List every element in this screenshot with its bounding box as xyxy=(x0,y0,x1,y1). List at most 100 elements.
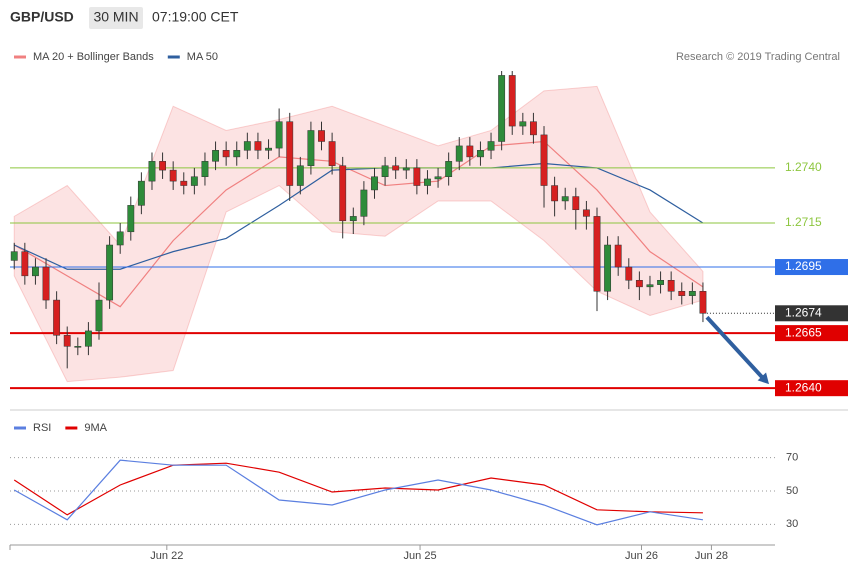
candle-body xyxy=(572,196,580,211)
candle-body xyxy=(635,280,643,288)
y-tick-label: 50 xyxy=(786,485,798,497)
candle-body xyxy=(32,266,39,277)
candle-body xyxy=(148,161,156,182)
x-tick-label: Jun 25 xyxy=(404,550,437,562)
price-label: 1.2695 xyxy=(785,259,822,273)
candle-body xyxy=(582,209,590,217)
candle-body xyxy=(169,169,177,182)
candle-body xyxy=(286,121,294,186)
candle-body xyxy=(455,145,463,162)
indicator-line xyxy=(13,462,703,516)
price-label: 1.2674 xyxy=(785,305,822,319)
candle-body xyxy=(360,189,368,217)
price-label: 1.2640 xyxy=(785,380,822,394)
candle-body xyxy=(212,150,219,162)
candle-body xyxy=(63,335,71,347)
candle-body xyxy=(21,251,29,277)
time: 07:19:00 CET xyxy=(152,9,239,25)
candle-body xyxy=(74,346,82,348)
price-label: 1.2740 xyxy=(785,160,822,174)
candle-body xyxy=(159,161,167,171)
candle-body xyxy=(190,176,198,186)
candle-body xyxy=(466,145,474,158)
candle-body xyxy=(222,150,230,158)
legend-label: 9MA xyxy=(84,422,107,434)
candle-body xyxy=(243,141,251,151)
symbol: GBP/USD xyxy=(10,9,74,25)
candle-body xyxy=(307,130,315,166)
price-label-box xyxy=(775,305,848,322)
candle-body xyxy=(529,121,537,136)
price-label-box xyxy=(775,380,848,397)
y-tick-label: 70 xyxy=(786,452,798,464)
candle-body xyxy=(699,291,707,314)
legend-label: RSI xyxy=(33,422,51,434)
forecast-arrow-head xyxy=(757,372,769,385)
candle-body xyxy=(678,291,686,296)
candle-body xyxy=(381,165,389,177)
price-label-box xyxy=(775,325,848,342)
y-tick-label: 30 xyxy=(786,518,798,530)
legend-label: MA 50 xyxy=(187,51,218,63)
candle-body xyxy=(254,141,262,151)
source: Research © 2019 Trading Central xyxy=(676,51,840,63)
candle-body xyxy=(10,251,18,261)
indicator-line xyxy=(13,459,704,526)
candle-body xyxy=(614,244,622,268)
candle-body xyxy=(392,165,400,171)
candle-body xyxy=(137,180,145,206)
candle-body xyxy=(540,134,548,186)
candle-body xyxy=(498,75,506,142)
candle-body xyxy=(127,205,135,233)
candle-body xyxy=(593,216,601,292)
forecast-arrow xyxy=(705,315,765,380)
candle-body xyxy=(296,165,304,186)
price-label: 1.2715 xyxy=(785,215,822,229)
candle-body xyxy=(551,185,559,202)
candle-body xyxy=(646,284,654,288)
candle-body xyxy=(445,161,453,177)
candle-body xyxy=(625,266,633,281)
candle-body xyxy=(233,150,241,158)
candle-body xyxy=(508,75,516,127)
interval: 30 MIN xyxy=(93,9,138,25)
candle-body xyxy=(477,150,484,158)
price-label-box xyxy=(775,259,848,276)
candle-body xyxy=(424,178,431,186)
candle-body xyxy=(349,216,357,222)
legend-label: MA 20 + Bollinger Bands xyxy=(33,51,154,63)
candle-body xyxy=(42,266,50,301)
candle-body xyxy=(201,161,209,177)
interval-box xyxy=(89,7,143,29)
ma-line xyxy=(13,162,704,270)
candle-body xyxy=(519,121,527,127)
candle-body xyxy=(371,176,378,191)
candle-body xyxy=(667,280,675,292)
x-tick-label: Jun 22 xyxy=(150,550,183,562)
candle-body xyxy=(318,130,325,142)
candle-body xyxy=(413,167,421,186)
candle-body xyxy=(95,299,103,332)
candle-body xyxy=(84,330,92,347)
candle-body xyxy=(116,231,124,246)
ma-line xyxy=(13,140,704,308)
candle-body xyxy=(487,141,495,151)
candle-body xyxy=(688,291,696,296)
x-tick-label: Jun 28 xyxy=(695,550,728,562)
price-label: 1.2665 xyxy=(785,325,822,339)
candle-body xyxy=(339,165,347,222)
candle-body xyxy=(180,180,188,186)
candle-body xyxy=(265,147,272,151)
x-tick-label: Jun 26 xyxy=(625,550,658,562)
candle-body xyxy=(275,121,283,149)
candle-body xyxy=(402,167,410,171)
candle-body xyxy=(561,196,569,202)
candle-body xyxy=(53,299,61,336)
candle-body xyxy=(604,244,612,292)
candle-body xyxy=(657,280,664,285)
candle-body xyxy=(434,176,442,180)
candle-body xyxy=(328,141,336,166)
candle-body xyxy=(106,244,114,301)
